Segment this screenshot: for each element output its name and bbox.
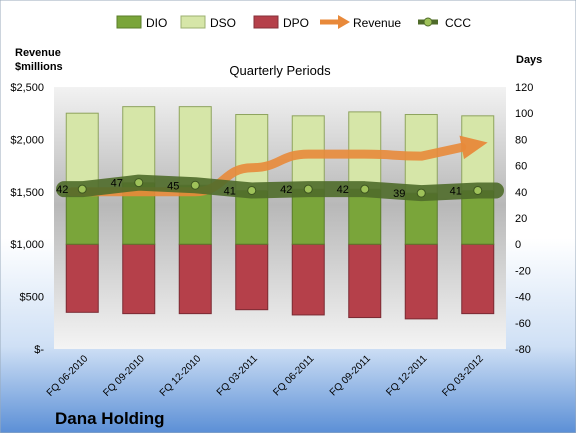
bar-dio: [235, 189, 269, 245]
left-axis-title-line1: Revenue: [15, 47, 61, 59]
right-axis-tick-label: -40: [515, 292, 531, 304]
ccc-series: 42 47 45 41 42 42 39 41: [56, 174, 504, 202]
left-axis-title-line2: $millions: [15, 61, 63, 73]
legend-dso-label: DSO: [210, 16, 236, 30]
right-axis-tick-label: 40: [515, 187, 527, 199]
ccc-data-label: 47: [111, 178, 123, 190]
ccc-point: [77, 184, 87, 194]
legend-dso-swatch: [180, 15, 206, 29]
bar-dpo: [178, 243, 212, 315]
ccc-point: [134, 178, 144, 188]
ccc-point: [473, 185, 483, 195]
bar-dso: [178, 106, 212, 186]
left-axis-tick-label: $1,500: [10, 187, 44, 199]
bar-dio: [348, 188, 382, 245]
left-axis-tick-label: $1,000: [10, 239, 44, 251]
ccc-point: [247, 185, 257, 195]
ccc-data-label: 42: [280, 184, 292, 196]
ccc-data-label: 45: [167, 180, 179, 192]
ccc-data-label: 41: [224, 185, 236, 197]
right-axis: -80 -60 -40 -20 0 20 40 60 80 100 120: [515, 82, 533, 356]
bar-dio: [65, 188, 99, 245]
revenue-arrow-head: [459, 135, 488, 160]
ccc-data-label: 41: [450, 185, 462, 197]
bar-dso: [235, 114, 269, 191]
bar-dpo: [404, 243, 438, 320]
ccc-data-label: 39: [393, 188, 405, 200]
chart-title: Quarterly Periods: [229, 63, 331, 78]
bar-dpo: [122, 243, 156, 315]
ccc-point: [303, 184, 313, 194]
ccc-data-label: 42: [56, 184, 68, 196]
right-axis-tick-label: 100: [515, 108, 533, 120]
right-axis-tick-label: 80: [515, 134, 527, 146]
legend-ccc-icon: [418, 17, 438, 27]
right-axis-tick-label: -80: [515, 344, 531, 356]
bar-dpo: [65, 243, 99, 313]
legend-revenue-label: Revenue: [353, 16, 401, 30]
left-axis: $- $500 $1,000 $1,500 $2,000 $2,500: [10, 82, 44, 356]
right-axis-title: Days: [516, 54, 542, 66]
legend-ccc-label: CCC: [445, 16, 471, 30]
right-axis-tick-label: 0: [515, 239, 521, 251]
legend-dpo-swatch: [253, 15, 279, 29]
ccc-line: [56, 174, 504, 202]
left-axis-tick-label: $500: [20, 292, 44, 304]
right-axis-tick-label: 120: [515, 82, 533, 94]
legend-revenue-arrow-icon: [320, 15, 350, 29]
right-axis-tick-label: 20: [515, 213, 527, 225]
bar-dpo: [291, 243, 325, 316]
left-axis-tick-label: $2,500: [10, 82, 44, 94]
ccc-point: [360, 184, 370, 194]
revenue-series: [67, 135, 488, 197]
legend-dpo-label: DPO: [283, 16, 309, 30]
left-axis-tick-label: $2,000: [10, 134, 44, 146]
bar-dpo: [235, 243, 269, 311]
bar-dso: [65, 112, 99, 190]
bar-dpo: [461, 243, 495, 315]
right-axis-tick-label: -60: [515, 318, 531, 330]
bar-dpo: [348, 243, 382, 319]
bar-dio: [461, 189, 495, 245]
ccc-data-label: 42: [337, 184, 349, 196]
bar-dio: [404, 192, 438, 245]
legend-dio-swatch: [116, 15, 142, 29]
bar-dso: [122, 106, 156, 184]
ccc-point: [416, 188, 426, 198]
bar-dio: [291, 188, 325, 245]
left-axis-tick-label: $-: [34, 344, 44, 356]
company-name: Dana Holding: [55, 409, 165, 428]
plot-area: [54, 87, 506, 349]
revenue-trend-line: [67, 142, 467, 197]
right-axis-tick-label: 60: [515, 161, 527, 173]
ccc-point: [190, 180, 200, 190]
legend: DIO DSO DPO Revenue CCC: [116, 15, 471, 30]
legend-dio-label: DIO: [146, 16, 167, 30]
right-axis-tick-label: -20: [515, 265, 531, 277]
